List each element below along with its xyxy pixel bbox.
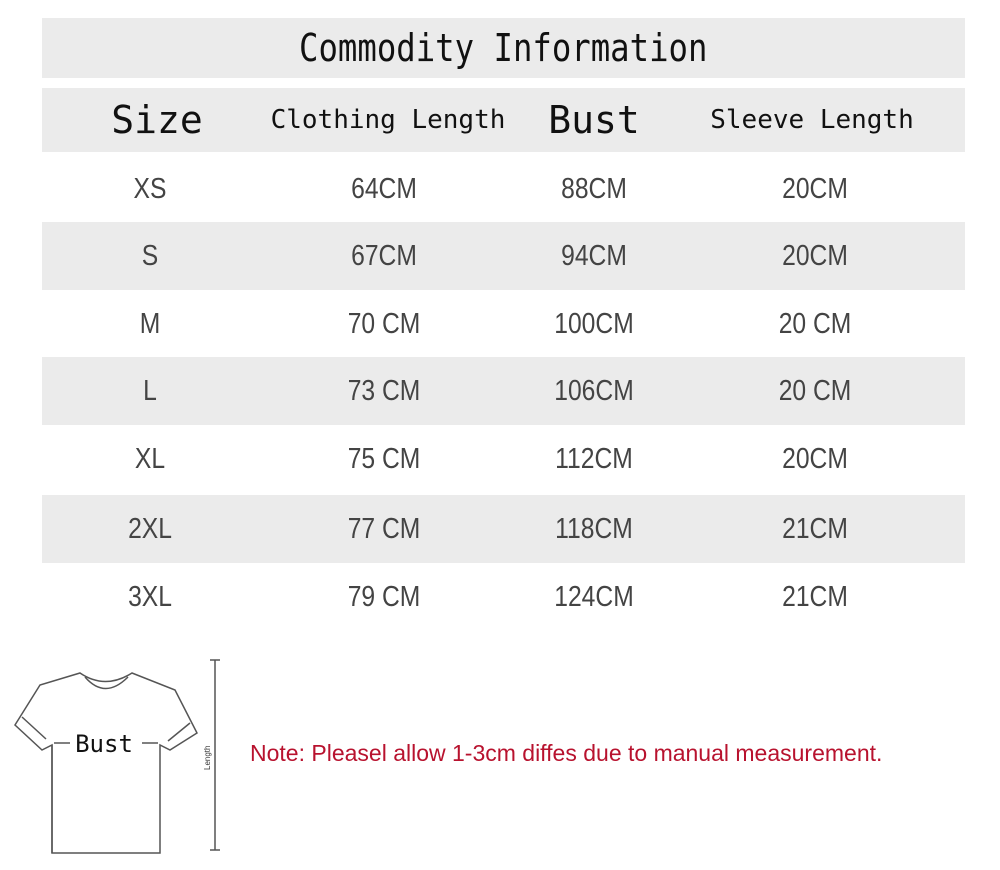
cell-size-text: S	[141, 239, 159, 272]
cell-bust-text: 100CM	[554, 307, 634, 340]
cell-length-text: 73 CM	[347, 374, 421, 407]
cell-sleeve: 20CM	[776, 425, 853, 493]
header-sleeve-length: Sleeve Length	[710, 105, 914, 135]
cell-sleeve-text: 21CM	[782, 512, 848, 545]
cell-length-text: 75 CM	[347, 442, 421, 475]
cell-length: 77 CM	[341, 495, 426, 563]
cell-sleeve-text: 20 CM	[778, 307, 852, 340]
table-row: XS 64CM 88CM 20CM	[42, 155, 965, 223]
cell-bust: 94CM	[555, 222, 632, 290]
cell-sleeve-text: 20CM	[782, 239, 848, 272]
header-clothing-length: Clothing Length	[270, 105, 506, 135]
cell-sleeve: 21CM	[776, 563, 853, 631]
table-row: L 73 CM 106CM 20 CM	[42, 357, 965, 425]
cell-sleeve: 20CM	[776, 155, 853, 223]
table-row: 2XL 77 CM 118CM 21CM	[42, 495, 965, 563]
cell-sleeve: 20 CM	[772, 357, 857, 425]
table-row: 3XL 79 CM 124CM 21CM	[42, 563, 965, 631]
cell-length: 64CM	[345, 155, 422, 223]
cell-sleeve: 20 CM	[772, 290, 857, 358]
cell-bust-text: 106CM	[554, 374, 634, 407]
cell-length: 75 CM	[341, 425, 426, 493]
cell-size: XS	[131, 155, 170, 223]
length-label: Length	[203, 746, 212, 770]
cell-sleeve-text: 20 CM	[778, 374, 852, 407]
cell-bust-text: 88CM	[561, 172, 627, 205]
cell-bust: 112CM	[548, 425, 639, 493]
cell-length: 73 CM	[341, 357, 426, 425]
cell-sleeve: 20CM	[776, 222, 853, 290]
table-title: Commodity Information	[299, 26, 708, 70]
cell-sleeve-text: 21CM	[782, 580, 848, 613]
cell-sleeve-text: 20CM	[782, 172, 848, 205]
header-row: Size Clothing Length Bust Sleeve Length	[42, 88, 965, 152]
table-row: M 70 CM 100CM 20 CM	[42, 290, 965, 358]
cell-size: S	[140, 222, 159, 290]
bust-label: Bust	[75, 730, 133, 758]
cell-size-text: 3XL	[128, 580, 172, 613]
cell-size: 3XL	[124, 563, 176, 631]
cell-bust-text: 112CM	[555, 442, 633, 475]
cell-length-text: 70 CM	[347, 307, 421, 340]
cell-bust: 118CM	[548, 495, 639, 563]
header-bust: Bust	[548, 98, 640, 142]
cell-bust: 124CM	[547, 563, 641, 631]
table-row: S 67CM 94CM 20CM	[42, 222, 965, 290]
cell-size: 2XL	[124, 495, 176, 563]
cell-length-text: 77 CM	[347, 512, 421, 545]
cell-bust: 106CM	[547, 357, 641, 425]
title-band: Commodity Information	[42, 18, 965, 78]
cell-size: XL	[132, 425, 167, 493]
cell-length: 67CM	[345, 222, 422, 290]
cell-bust: 88CM	[555, 155, 632, 223]
cell-size-text: 2XL	[128, 512, 172, 545]
cell-bust-text: 94CM	[561, 239, 627, 272]
cell-length-text: 79 CM	[347, 580, 421, 613]
cell-sleeve: 21CM	[776, 495, 853, 563]
cell-size: L	[142, 357, 158, 425]
measurement-note: Note: Pleasel allow 1-3cm diffes due to …	[250, 740, 883, 766]
cell-length: 79 CM	[341, 563, 426, 631]
cell-size: M	[138, 290, 162, 358]
cell-size-text: L	[143, 374, 157, 407]
cell-size-text: M	[139, 307, 161, 340]
cell-length: 70 CM	[341, 290, 426, 358]
cell-length-text: 67CM	[351, 239, 417, 272]
cell-bust: 100CM	[547, 290, 641, 358]
cell-sleeve-text: 20CM	[782, 442, 848, 475]
cell-size-text: XS	[133, 172, 167, 205]
tshirt-diagram: Bust Length	[14, 659, 220, 854]
table-row: XL 75 CM 112CM 20CM	[42, 425, 965, 493]
cell-bust-text: 118CM	[555, 512, 633, 545]
cell-length-text: 64CM	[351, 172, 417, 205]
header-size: Size	[111, 98, 203, 142]
cell-bust-text: 124CM	[554, 580, 634, 613]
cell-size-text: XL	[134, 442, 166, 475]
